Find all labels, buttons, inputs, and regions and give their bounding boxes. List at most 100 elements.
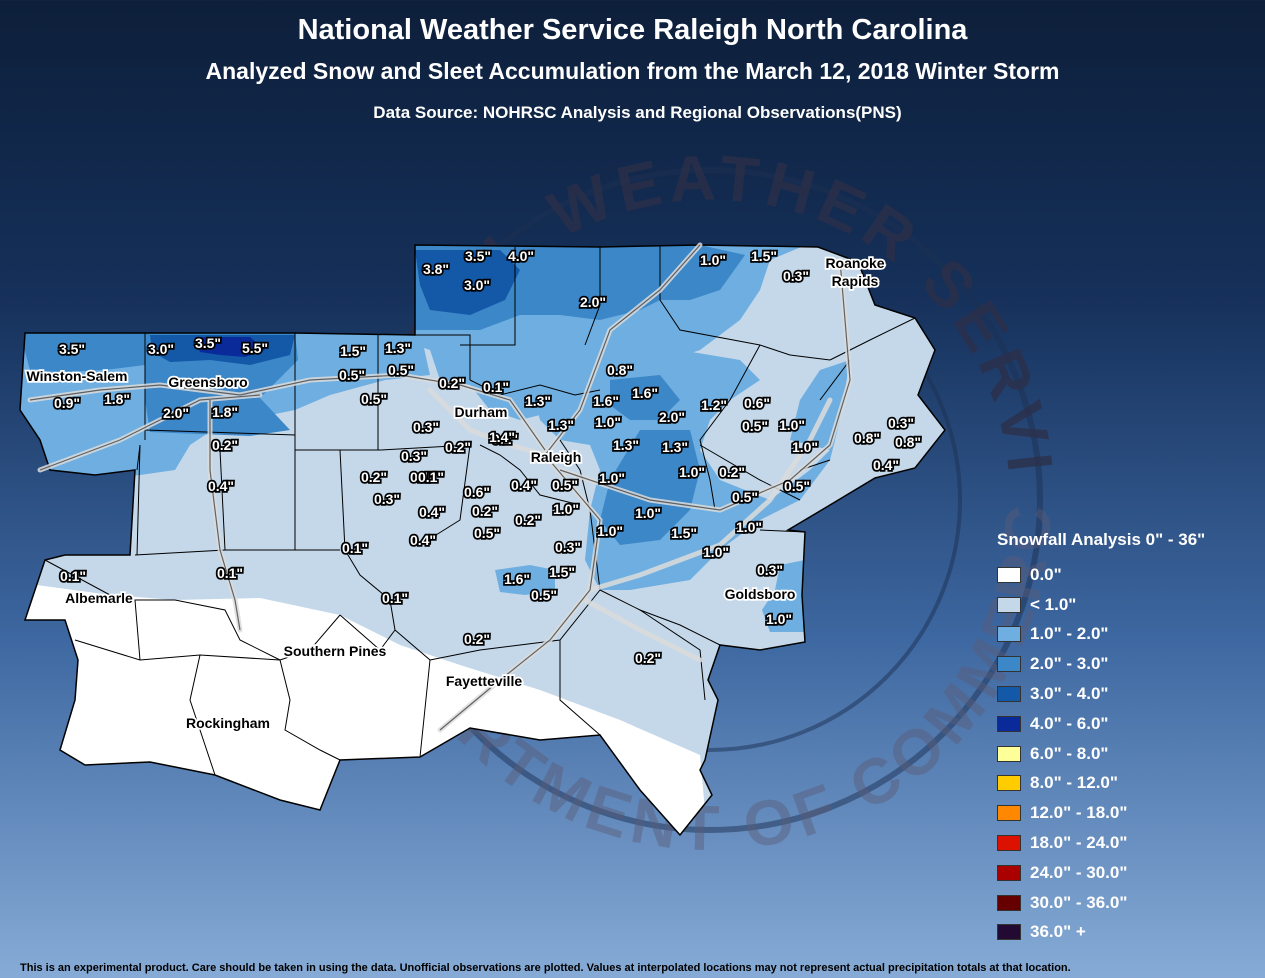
svg-text:4.0": 4.0" (508, 248, 534, 264)
legend-item: 12.0" - 18.0" (997, 798, 1205, 828)
observation-value: 0.3" (413, 419, 439, 435)
svg-text:3.8": 3.8" (423, 261, 449, 277)
observation-value: 1.6" (632, 385, 658, 401)
observation-value: 1.5" (751, 248, 777, 264)
observation-value: 0.1" (217, 565, 243, 581)
observation-value: 0.1" (418, 469, 444, 485)
observation-value: 0.2" (635, 650, 661, 666)
legend-item: 6.0" - 8.0" (997, 739, 1205, 769)
observation-value: 1.4" (489, 429, 515, 445)
legend-item: 30.0" - 36.0" (997, 888, 1205, 918)
observation-value: 1.6" (504, 571, 530, 587)
observation-value: 1.3" (613, 437, 639, 453)
observation-value: 0.5" (361, 391, 387, 407)
city-label: Raleigh (531, 449, 582, 465)
legend-label: 6.0" - 8.0" (1030, 743, 1109, 763)
svg-text:2.0": 2.0" (163, 405, 189, 421)
svg-text:0.2": 0.2" (445, 439, 471, 455)
legend-swatch (997, 566, 1021, 583)
observation-value: 1.0" (679, 464, 705, 480)
observation-value: 1.5" (671, 525, 697, 541)
observation-value: 0.8" (607, 362, 633, 378)
city-label: Fayetteville (446, 673, 522, 689)
svg-text:1.0": 1.0" (736, 519, 762, 535)
svg-text:Raleigh: Raleigh (531, 449, 582, 465)
legend-swatch (997, 686, 1021, 703)
svg-text:1.3": 1.3" (613, 437, 639, 453)
observation-value: 1.3" (548, 417, 574, 433)
svg-text:0.2": 0.2" (492, 431, 518, 447)
legend-item: 0.0" (997, 560, 1205, 590)
svg-text:1.0": 1.0" (635, 505, 661, 521)
svg-text:1.5": 1.5" (751, 248, 777, 264)
observation-value: 0.1" (410, 469, 436, 485)
observation-value: 3.8" (423, 261, 449, 277)
svg-text:1.0": 1.0" (597, 523, 623, 539)
svg-text:0.6": 0.6" (464, 484, 490, 500)
observation-value: 1.5" (340, 343, 366, 359)
observation-value: 0.8" (895, 434, 921, 450)
svg-text:0.5": 0.5" (339, 367, 365, 383)
legend-swatch (997, 745, 1021, 762)
highway-centerlines (29, 244, 851, 731)
observation-value: 0.2" (212, 437, 238, 453)
zone-2-3-nw (20, 333, 145, 372)
observation-value: 0.1" (342, 540, 368, 556)
svg-text:1.8": 1.8" (212, 404, 238, 420)
observation-value: 0.2" (719, 464, 745, 480)
svg-text:2.0": 2.0" (659, 409, 685, 425)
observation-value: 0.3" (374, 491, 400, 507)
observation-value: 1.3" (525, 393, 551, 409)
svg-text:0.3": 0.3" (888, 415, 914, 431)
observation-value: 4.0" (508, 248, 534, 264)
observation-value: 1.3" (385, 340, 411, 356)
observation-value: 0.8" (854, 430, 880, 446)
svg-text:0.9": 0.9" (54, 395, 80, 411)
disclaimer-footer: This is an experimental product. Care sh… (20, 962, 1071, 974)
data-source-label: Data Source: NOHRSC Analysis and Regiona… (373, 103, 902, 122)
observation-value: 0.5" (784, 478, 810, 494)
svg-text:1.0": 1.0" (679, 464, 705, 480)
observation-value: 1.0" (599, 470, 625, 486)
svg-text:0.6": 0.6" (744, 395, 770, 411)
legend-swatch (997, 775, 1021, 792)
svg-text:3.5": 3.5" (59, 341, 85, 357)
svg-text:0.3": 0.3" (374, 491, 400, 507)
legend-swatch (997, 835, 1021, 852)
legend-swatch (997, 864, 1021, 881)
legend-swatch (997, 626, 1021, 643)
svg-text:1.6": 1.6" (593, 393, 619, 409)
svg-text:0.5": 0.5" (784, 478, 810, 494)
svg-text:0.2": 0.2" (515, 512, 541, 528)
svg-text:1.4": 1.4" (489, 429, 515, 445)
observation-value: 0.3" (555, 539, 581, 555)
svg-text:Southern Pines: Southern Pines (284, 643, 387, 659)
observation-value: 0.5" (388, 362, 414, 378)
zone-3-4-north (415, 250, 520, 315)
legend-label: 4.0" - 6.0" (1030, 713, 1109, 733)
observation-value: 3.5" (195, 335, 221, 351)
zone-1-2-sw-blob (495, 565, 555, 595)
svg-text:0.4": 0.4" (419, 504, 445, 520)
svg-text:1.3": 1.3" (662, 439, 688, 455)
legend-swatch (997, 596, 1021, 613)
svg-text:0.5": 0.5" (531, 587, 557, 603)
svg-text:0.2": 0.2" (464, 631, 490, 647)
svg-text:1.0": 1.0" (553, 501, 579, 517)
observation-value: 1.8" (104, 391, 130, 407)
svg-text:0.3": 0.3" (783, 268, 809, 284)
observation-value: 1.0" (553, 501, 579, 517)
observation-value: 0.1" (483, 379, 509, 395)
observation-value: 1.0" (700, 252, 726, 268)
svg-text:Greensboro: Greensboro (168, 374, 247, 390)
svg-text:1.0": 1.0" (779, 417, 805, 433)
observation-value: 0.5" (531, 587, 557, 603)
svg-text:0.5": 0.5" (742, 418, 768, 434)
svg-text:1.0": 1.0" (595, 414, 621, 430)
svg-text:1.6": 1.6" (632, 385, 658, 401)
legend-item: 2.0" - 3.0" (997, 649, 1205, 679)
observation-value: 0.6" (464, 484, 490, 500)
observation-value: 1.0" (779, 417, 805, 433)
svg-text:1.3": 1.3" (385, 340, 411, 356)
